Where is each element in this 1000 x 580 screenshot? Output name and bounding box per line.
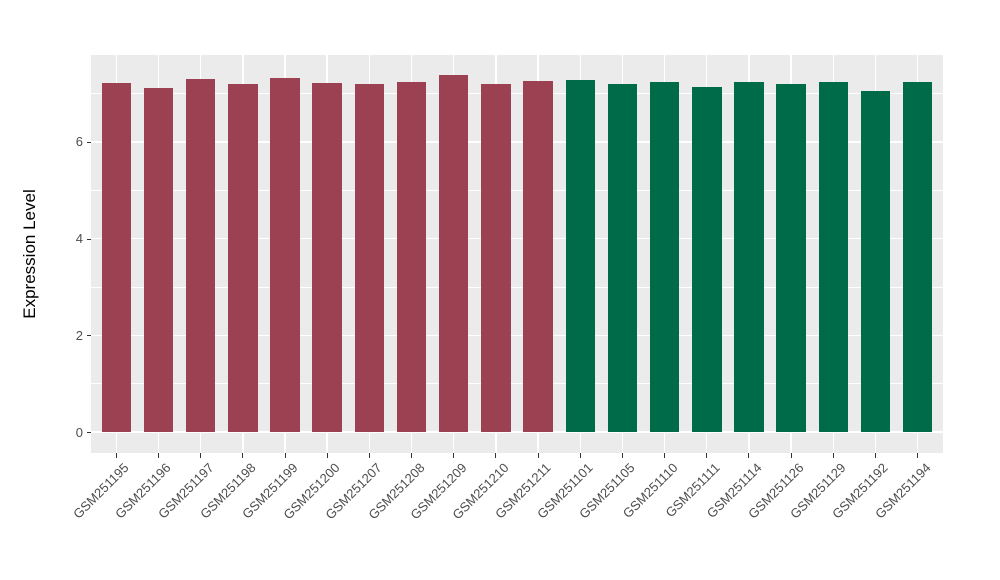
bar — [818, 81, 849, 432]
bar — [270, 78, 300, 432]
bar — [396, 81, 427, 432]
bar — [776, 83, 806, 432]
x-tick-mark — [115, 453, 117, 458]
bar — [354, 84, 385, 432]
x-tick-mark — [917, 453, 919, 458]
bar — [523, 81, 553, 432]
y-minor-gridline — [91, 189, 943, 191]
x-tick-mark — [875, 453, 876, 458]
x-tick-mark — [453, 453, 455, 458]
bar — [143, 88, 174, 432]
x-tick-mark — [284, 453, 286, 458]
x-tick-mark — [664, 453, 666, 458]
bar — [481, 84, 511, 432]
y-major-gridline — [91, 141, 943, 143]
x-tick-mark — [790, 453, 792, 458]
y-axis-title: Expression Level — [20, 189, 39, 319]
x-tick-mark — [200, 453, 202, 458]
x-tick-mark — [495, 453, 497, 458]
y-minor-gridline — [91, 286, 943, 288]
bar — [692, 87, 722, 432]
bar — [312, 82, 342, 432]
y-tick-label: 0 — [75, 424, 83, 440]
y-tick-mark — [86, 432, 91, 433]
x-tick-mark — [748, 453, 750, 458]
y-minor-gridline — [91, 383, 943, 385]
x-tick-mark — [537, 453, 539, 458]
x-tick-mark — [579, 453, 581, 458]
bar — [649, 81, 680, 432]
y-tick-label: 4 — [75, 231, 83, 247]
y-major-gridline — [91, 431, 943, 433]
bar — [860, 91, 891, 432]
x-tick-mark — [411, 453, 413, 458]
y-minor-gridline — [91, 93, 943, 94]
bar — [565, 79, 596, 432]
y-major-gridline — [91, 237, 943, 240]
bar — [228, 83, 258, 432]
bar — [438, 74, 469, 432]
bar — [734, 81, 764, 432]
y-major-gridline — [91, 334, 943, 337]
x-tick-mark — [621, 453, 623, 458]
y-tick-mark — [86, 335, 91, 337]
x-tick-mark — [157, 453, 159, 458]
bar — [101, 82, 132, 432]
bar — [185, 79, 216, 432]
x-tick-mark — [326, 453, 328, 458]
y-tick-mark — [86, 141, 91, 143]
x-tick-mark — [706, 453, 708, 458]
plot-panel — [91, 55, 943, 453]
bar — [607, 83, 638, 432]
x-tick-mark — [242, 453, 244, 458]
bar — [902, 81, 933, 432]
x-tick-mark — [368, 453, 370, 458]
y-tick-mark — [86, 238, 91, 240]
y-tick-label: 6 — [75, 134, 83, 150]
y-tick-label: 2 — [75, 327, 83, 343]
x-tick-mark — [832, 453, 834, 458]
